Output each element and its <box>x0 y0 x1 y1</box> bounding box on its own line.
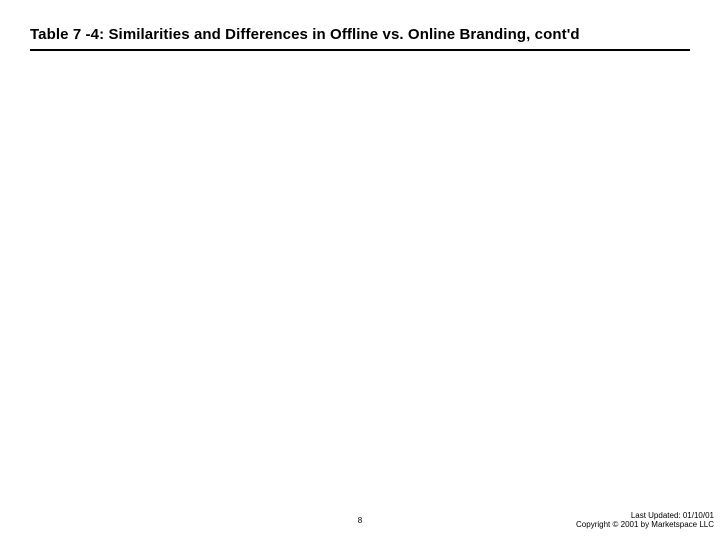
copyright-prefix: Copyright <box>576 520 612 529</box>
slide: Table 7 -4: Similarities and Differences… <box>0 0 720 540</box>
title-region: Table 7 -4: Similarities and Differences… <box>30 26 690 51</box>
page-number: 8 <box>358 516 362 525</box>
copyright-suffix: 2001 by Marketspace LLC <box>618 520 714 529</box>
slide-title: Table 7 -4: Similarities and Differences… <box>30 26 690 43</box>
title-rule <box>30 49 690 51</box>
footer-updated: Last Updated: 01/10/01 <box>576 511 714 521</box>
footer: Last Updated: 01/10/01 Copyright © 2001 … <box>576 511 714 530</box>
footer-copyright: Copyright © 2001 by Marketspace LLC <box>576 520 714 530</box>
